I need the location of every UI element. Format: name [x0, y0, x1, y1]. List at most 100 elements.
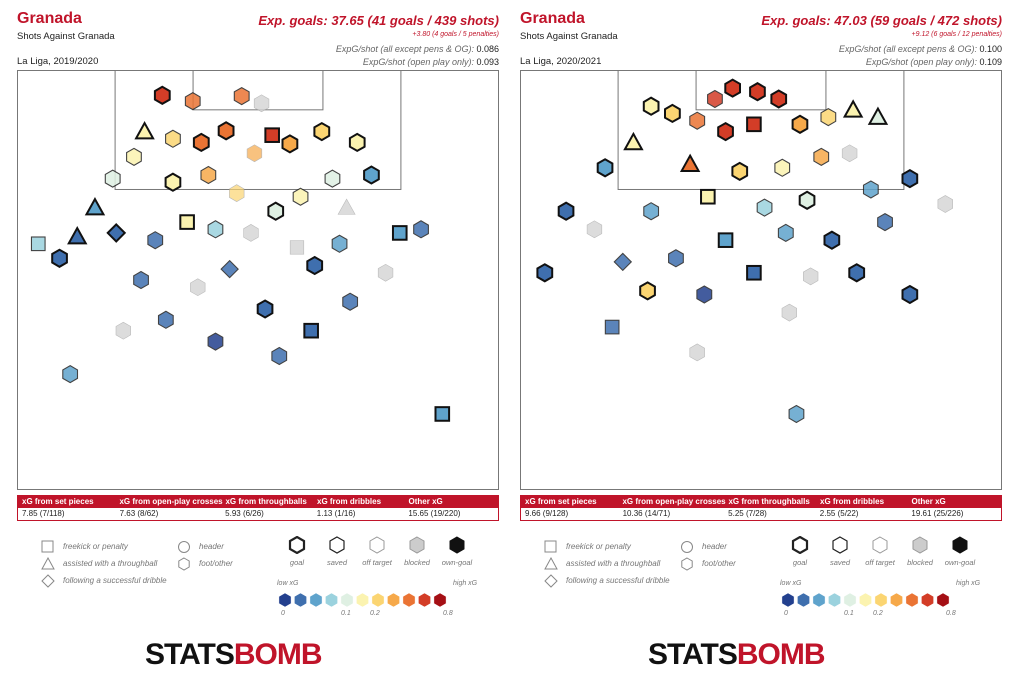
scale-swatch [387, 592, 400, 608]
xg-per-shot-all-value: 0.100 [979, 44, 1002, 54]
shot-marker [642, 96, 660, 116]
scale-swatch [781, 592, 795, 608]
summary-header: xG from open-play crosses [119, 497, 223, 506]
legend-label: header [199, 542, 224, 551]
legend-label: own-goal [441, 558, 473, 567]
blocked-hexagon-icon [912, 536, 928, 554]
legend-label: header [702, 542, 727, 551]
legend-label: freekick or penalty [63, 542, 128, 551]
shot-marker [164, 172, 182, 192]
shot-marker [724, 78, 741, 98]
shot-map-panel-2020-2021: Granada Shots Against Granada La Liga, 2… [514, 0, 1004, 689]
legend-label: foot/other [199, 559, 233, 568]
legend-label: following a successful dribble [63, 576, 167, 585]
shot-marker [668, 249, 684, 268]
pitch-shot-map [520, 70, 1002, 490]
legend-label: goal [792, 558, 808, 567]
saved-hexagon-icon [832, 536, 848, 554]
pitch-outline [17, 70, 499, 490]
legend-off-target: off target [860, 536, 900, 567]
circle-icon [681, 541, 693, 553]
hexagon-icon [681, 557, 693, 571]
shot-marker [937, 195, 954, 213]
shot-marker [700, 188, 716, 205]
shot-marker [848, 263, 866, 283]
xg-per-shot-all-label: ExpG/shot (all except pens & OG): [335, 44, 474, 54]
shot-marker [271, 346, 288, 366]
legend-off-target: off target [357, 536, 397, 567]
scale-swatch [936, 592, 950, 608]
shot-marker [613, 252, 633, 272]
off-target-hexagon-icon [872, 536, 888, 554]
shot-marker [791, 114, 809, 134]
season-label: La Liga, 2019/2020 [17, 56, 99, 67]
summary-value: 19.61 (25/226) [911, 509, 964, 518]
xg-per-shot-open-play: ExpG/shot (open play only): 0.093 [363, 57, 499, 67]
shot-marker [689, 111, 706, 130]
expected-goals-total: Exp. goals: 47.03 (59 goals / 472 shots) [761, 13, 1002, 28]
shot-marker [867, 106, 889, 125]
season-label: La Liga, 2020/2021 [520, 56, 602, 67]
shot-marker [337, 198, 356, 215]
circle-icon [178, 541, 190, 553]
shot-marker [363, 165, 380, 185]
xg-summary-table: xG from set pieces xG from open-play cro… [520, 495, 1002, 521]
shot-marker [306, 255, 324, 276]
summary-value: 5.93 (6/26) [225, 509, 264, 518]
scale-swatch [356, 592, 369, 608]
off-target-hexagon-icon [369, 536, 385, 554]
shot-marker [243, 224, 259, 242]
shot-marker [377, 263, 394, 282]
legend-own-goal: own-goal [437, 536, 477, 567]
shot-marker [331, 234, 348, 253]
shot-marker [639, 281, 656, 301]
shot-marker [220, 259, 239, 279]
summary-header: xG from set pieces [525, 497, 597, 506]
xg-per-shot-open-play: ExpG/shot (open play only): 0.109 [866, 57, 1002, 67]
shot-marker [348, 132, 366, 153]
logo-text-part2: BOMB [233, 638, 323, 671]
shot-marker [536, 263, 554, 283]
scale-tick: 0 [784, 610, 788, 617]
legend-goal: goal [780, 536, 820, 567]
shot-marker [788, 404, 805, 424]
shot-marker [813, 147, 830, 167]
scale-swatch [812, 592, 826, 608]
summary-value: 7.85 (7/118) [22, 509, 65, 518]
shot-marker [233, 86, 250, 106]
shot-marker [200, 165, 217, 185]
legend-label: assisted with a throughball [63, 559, 158, 568]
shot-marker [217, 121, 235, 141]
summary-header: Other xG [408, 497, 443, 506]
shot-marker [842, 99, 864, 118]
pitch-svg [17, 70, 499, 490]
shot-marker [207, 332, 224, 351]
legend-label: saved [829, 558, 850, 567]
shot-marker [303, 322, 319, 339]
shot-marker [596, 158, 614, 178]
penalty-box [617, 70, 905, 190]
logo-text-part2: BOMB [736, 638, 826, 671]
xg-per-shot-open-play-value: 0.093 [476, 57, 499, 67]
shot-marker [324, 169, 341, 188]
shot-marker [434, 406, 451, 422]
scale-swatch [859, 592, 872, 608]
shot-marker [179, 214, 195, 230]
shot-marker [679, 153, 701, 172]
shot-marker [115, 321, 131, 340]
shot-marker [901, 168, 919, 189]
summary-header: xG from dribbles [317, 497, 382, 506]
xg-color-scale [278, 592, 447, 608]
scale-tick: 0.2 [873, 610, 883, 617]
shot-marker [820, 107, 837, 127]
scale-swatch [433, 592, 447, 608]
shot-marker [798, 190, 816, 210]
square-icon [41, 540, 54, 553]
shot-marker [253, 94, 270, 113]
scale-swatch [402, 592, 416, 608]
shot-marker [877, 212, 893, 232]
diamond-icon [41, 574, 55, 588]
shot-marker [62, 364, 79, 384]
shot-marker [67, 225, 88, 245]
shot-marker [147, 231, 164, 250]
